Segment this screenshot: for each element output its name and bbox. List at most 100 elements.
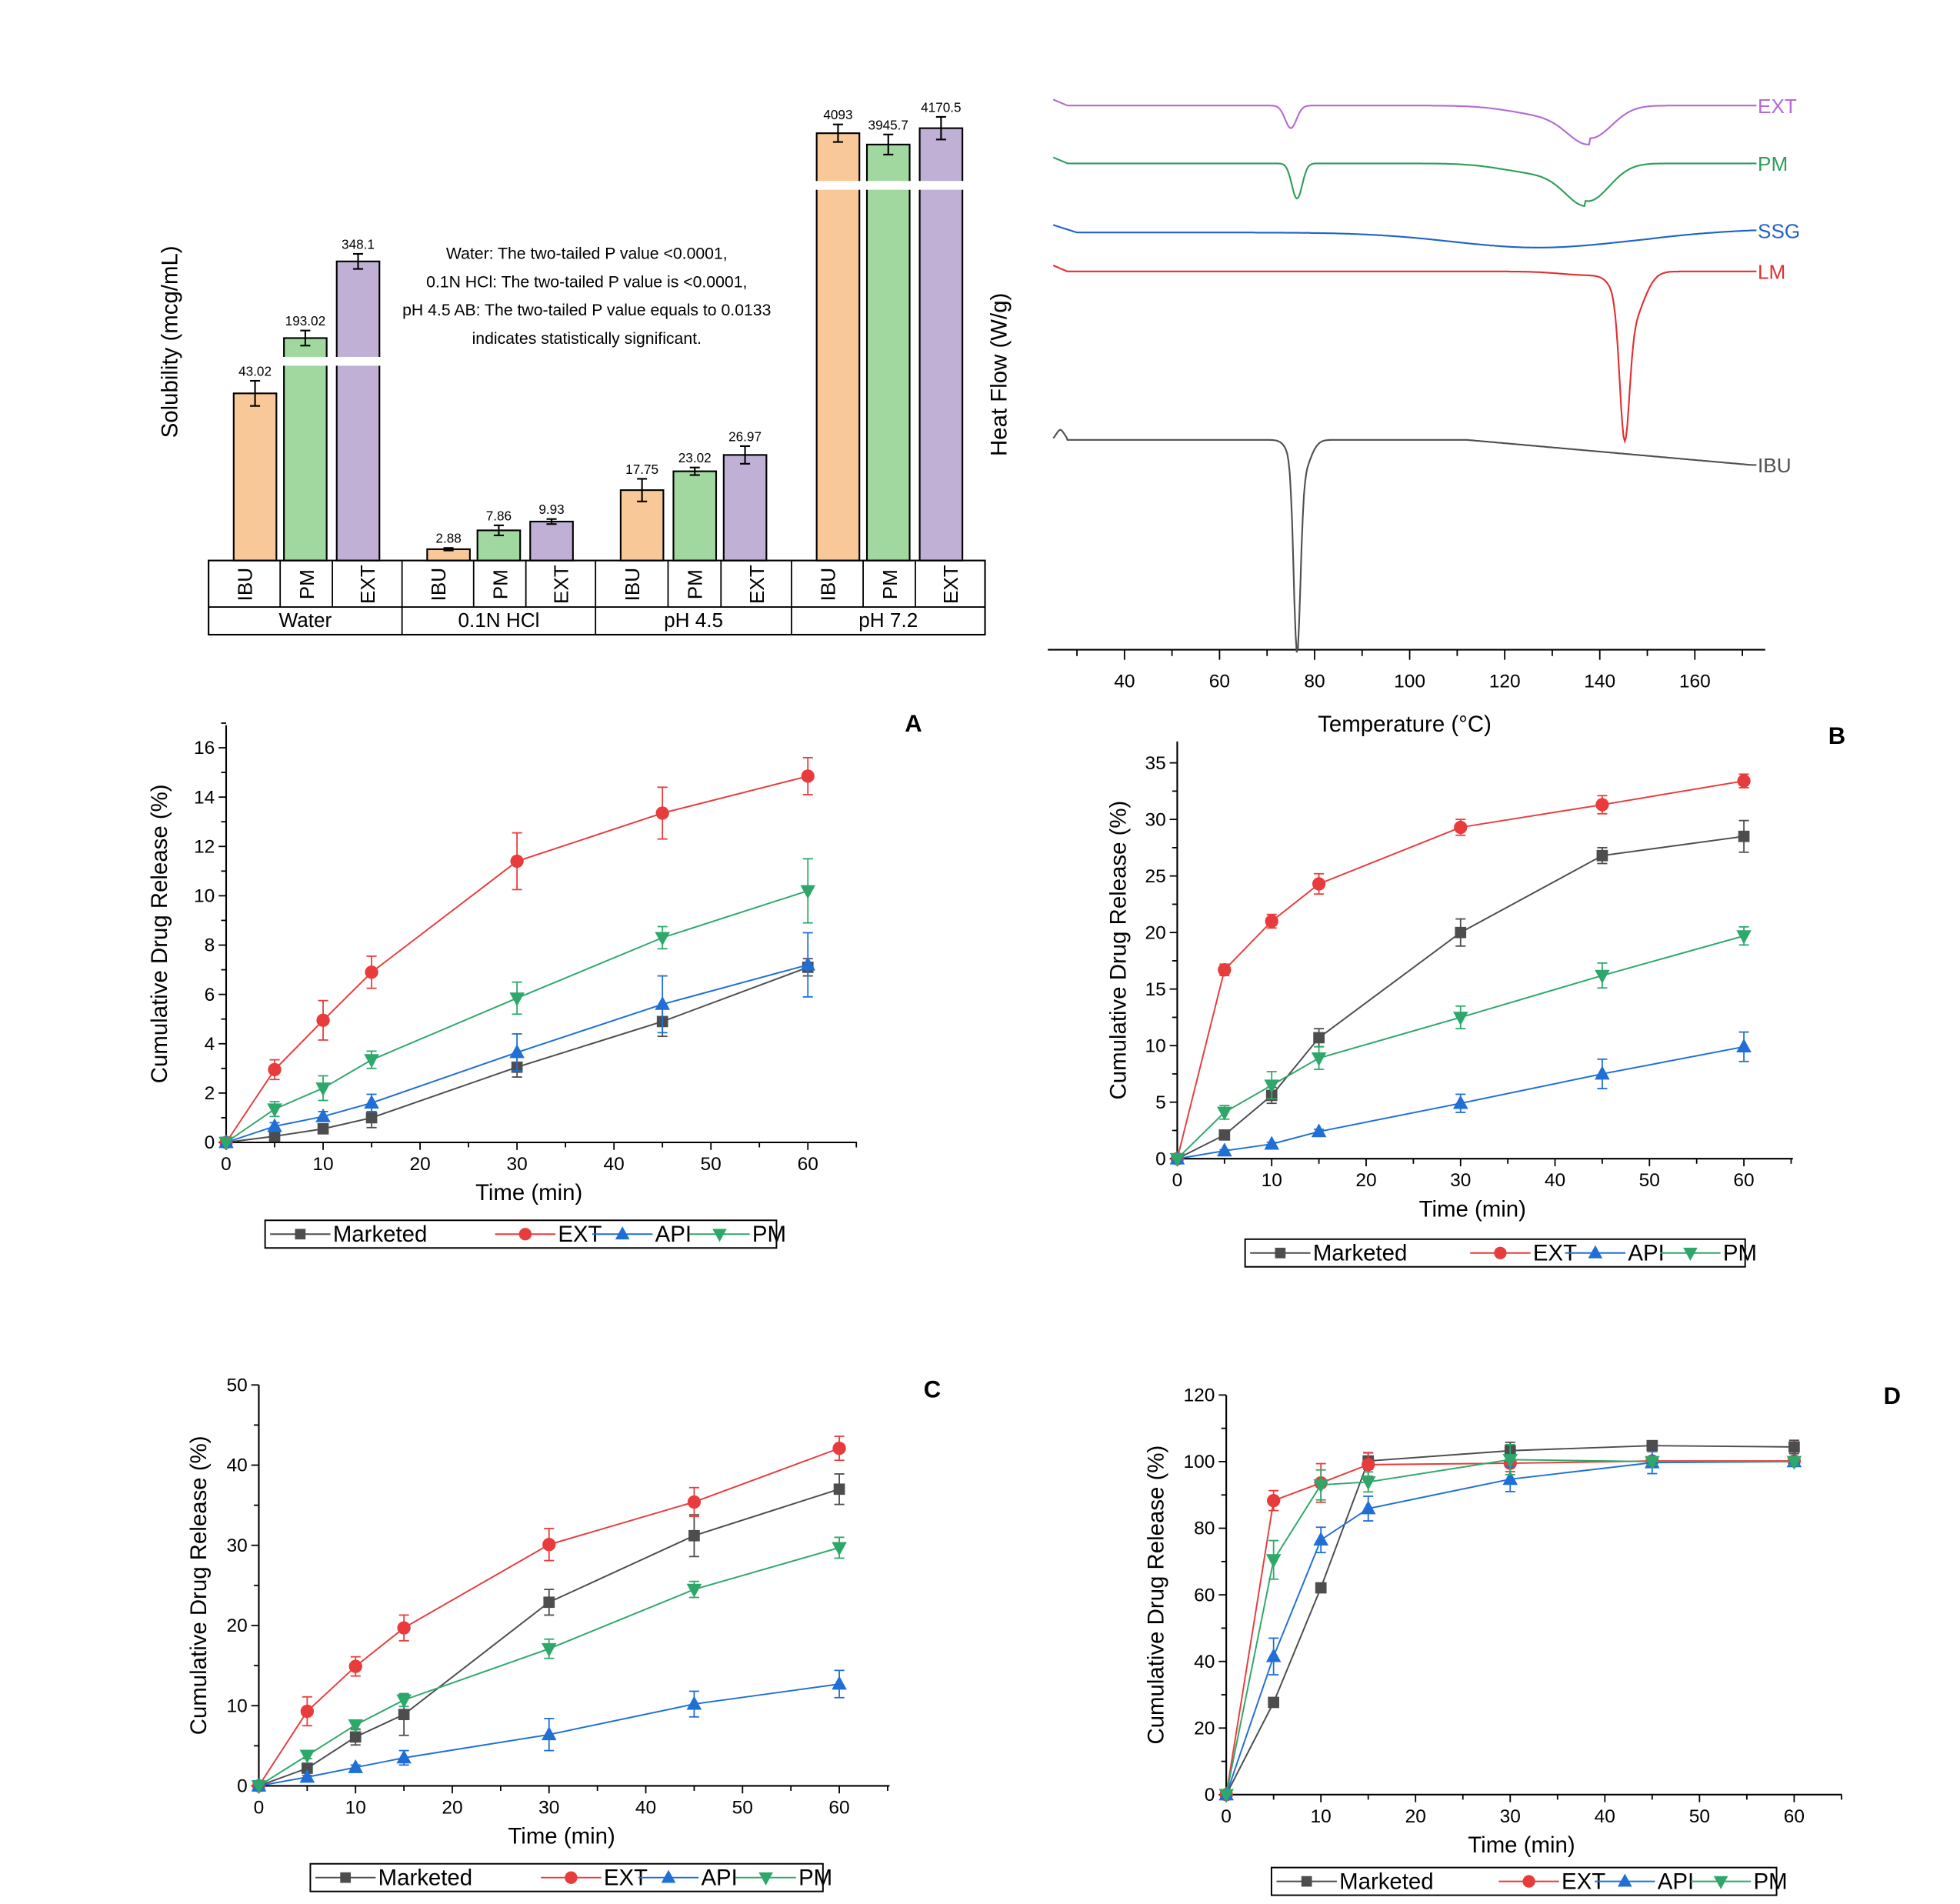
data-point-api (832, 1676, 847, 1690)
y-tick-label: 8 (205, 935, 215, 956)
legend-marker-pm (1713, 1876, 1728, 1889)
bar-value-label: 23.02 (678, 450, 712, 465)
dsc-curve-pm (1052, 156, 1757, 208)
x-tick-label: 50 (1639, 1170, 1660, 1191)
category-table (208, 559, 986, 636)
y-tick-label: 20 (1194, 1718, 1215, 1739)
legend-marker-marketed (340, 1872, 352, 1883)
data-point-ext (832, 1441, 846, 1456)
bar-value-label: 9.93 (538, 502, 564, 517)
legend-marker-ext (1494, 1246, 1507, 1259)
bar-ext (529, 520, 574, 562)
legend-marker-ext (518, 1228, 532, 1241)
data-point-pm (218, 1136, 234, 1151)
dsc-curve-label: PM (1758, 152, 1788, 175)
data-point-api (315, 1108, 331, 1122)
legend-label: PM (752, 1222, 786, 1247)
dsc-curve-ibu (1052, 428, 1757, 653)
legend-marker-pm (712, 1229, 727, 1242)
panel-label: D (1884, 1382, 1901, 1409)
series-line-marketed (1225, 1445, 1795, 1796)
data-point-pm (1452, 1012, 1468, 1026)
series-line-ext (225, 775, 808, 1143)
series-line-pm (225, 890, 808, 1143)
data-point-ext (1218, 963, 1232, 977)
series-line-pm (1176, 935, 1745, 1159)
bar-value-label: 3945.7 (868, 117, 908, 132)
x-axis-label: Time (min) (475, 1180, 582, 1205)
category-label: EXT (356, 565, 379, 604)
x-tick-label: 40 (1545, 1170, 1565, 1191)
panel-label: C (924, 1376, 941, 1403)
y-tick-label: 120 (1184, 1385, 1215, 1406)
release-chart-d: 0 10 20 30 40 50 60 0 20 40 60 80 100 120 Time (min) Cu… (1143, 1382, 1901, 1896)
data-point-ext (1266, 1493, 1281, 1508)
x-tick-label: 0 (221, 1154, 232, 1175)
data-point-api (1360, 1500, 1376, 1515)
data-point-api (655, 995, 670, 1010)
data-point-pm (1169, 1152, 1185, 1167)
x-tick-label: 10 (312, 1154, 333, 1175)
data-point-ext (510, 854, 524, 869)
bar-value-label: 7.86 (486, 508, 512, 523)
x-axis-label: Temperature (°C) (1318, 712, 1492, 737)
data-point-api (1313, 1532, 1328, 1546)
data-point-api (509, 1044, 525, 1059)
x-tick-label: 30 (506, 1154, 527, 1175)
y-tick-label: 15 (1145, 979, 1165, 1000)
legend-marker-marketed (1275, 1247, 1286, 1259)
legend-marker-marketed (295, 1229, 306, 1240)
data-point-pm (396, 1694, 412, 1709)
x-tick-label: 60 (798, 1154, 818, 1175)
data-point-ext (542, 1538, 556, 1552)
data-point-api (1265, 1648, 1282, 1662)
bar-ext (918, 127, 964, 562)
data-point-pm (364, 1054, 379, 1069)
data-point-ext (801, 769, 815, 783)
y-tick-label: 20 (1145, 922, 1165, 943)
data-point-marketed (317, 1123, 329, 1135)
data-point-pm (1217, 1106, 1232, 1121)
x-tick-label: 0 (254, 1797, 265, 1818)
data-point-pm (1265, 1554, 1282, 1569)
legend-label: Marketed (378, 1865, 473, 1890)
data-point-marketed (365, 1112, 378, 1124)
x-tick-label: 20 (409, 1154, 430, 1175)
y-axis-label: Solubility (mcg/mL) (157, 245, 182, 438)
x-tick-label: 100 (1394, 672, 1425, 692)
legend-marker-marketed (1301, 1876, 1312, 1887)
bar-ibu (815, 132, 861, 562)
data-point-pm (541, 1642, 557, 1657)
data-point-api (348, 1759, 364, 1773)
y-tick-label: 25 (1145, 866, 1165, 887)
y-tick-label: 40 (1194, 1652, 1215, 1672)
x-tick-label: 60 (828, 1797, 849, 1818)
data-point-pm (800, 885, 816, 899)
data-point-marketed (1315, 1582, 1327, 1594)
data-point-api (541, 1726, 557, 1741)
dsc-curve-lm (1052, 265, 1757, 445)
x-tick-label: 0 (1221, 1806, 1232, 1827)
bar-value-label: 193.02 (285, 313, 325, 328)
legend-label: PM (1754, 1869, 1788, 1894)
category-label: IBU (621, 568, 644, 602)
x-tick-label: 120 (1489, 672, 1521, 692)
y-tick-label: 12 (194, 836, 215, 857)
y-tick-label: 0 (1155, 1149, 1166, 1169)
axis-break (814, 181, 965, 190)
x-tick-label: 0 (1172, 1170, 1183, 1191)
category-label: IBU (233, 568, 256, 602)
legend-label: API (1628, 1241, 1664, 1266)
data-point-marketed (1596, 849, 1608, 862)
bar-pm (672, 470, 718, 562)
release-chart-c: 0 10 20 30 40 50 60 0 10 20 30 40 50 Time (min) Cumula… (186, 1375, 941, 1892)
bar-value-label: 4170.5 (921, 99, 961, 115)
data-point-ext (655, 806, 669, 820)
dsc-curve-label: IBU (1758, 454, 1792, 477)
data-point-marketed (833, 1483, 845, 1496)
bar-value-label: 2.88 (435, 531, 461, 546)
y-tick-label: 0 (237, 1776, 248, 1797)
group-label: pH 7.2 (858, 609, 918, 632)
data-point-pm (315, 1082, 331, 1097)
